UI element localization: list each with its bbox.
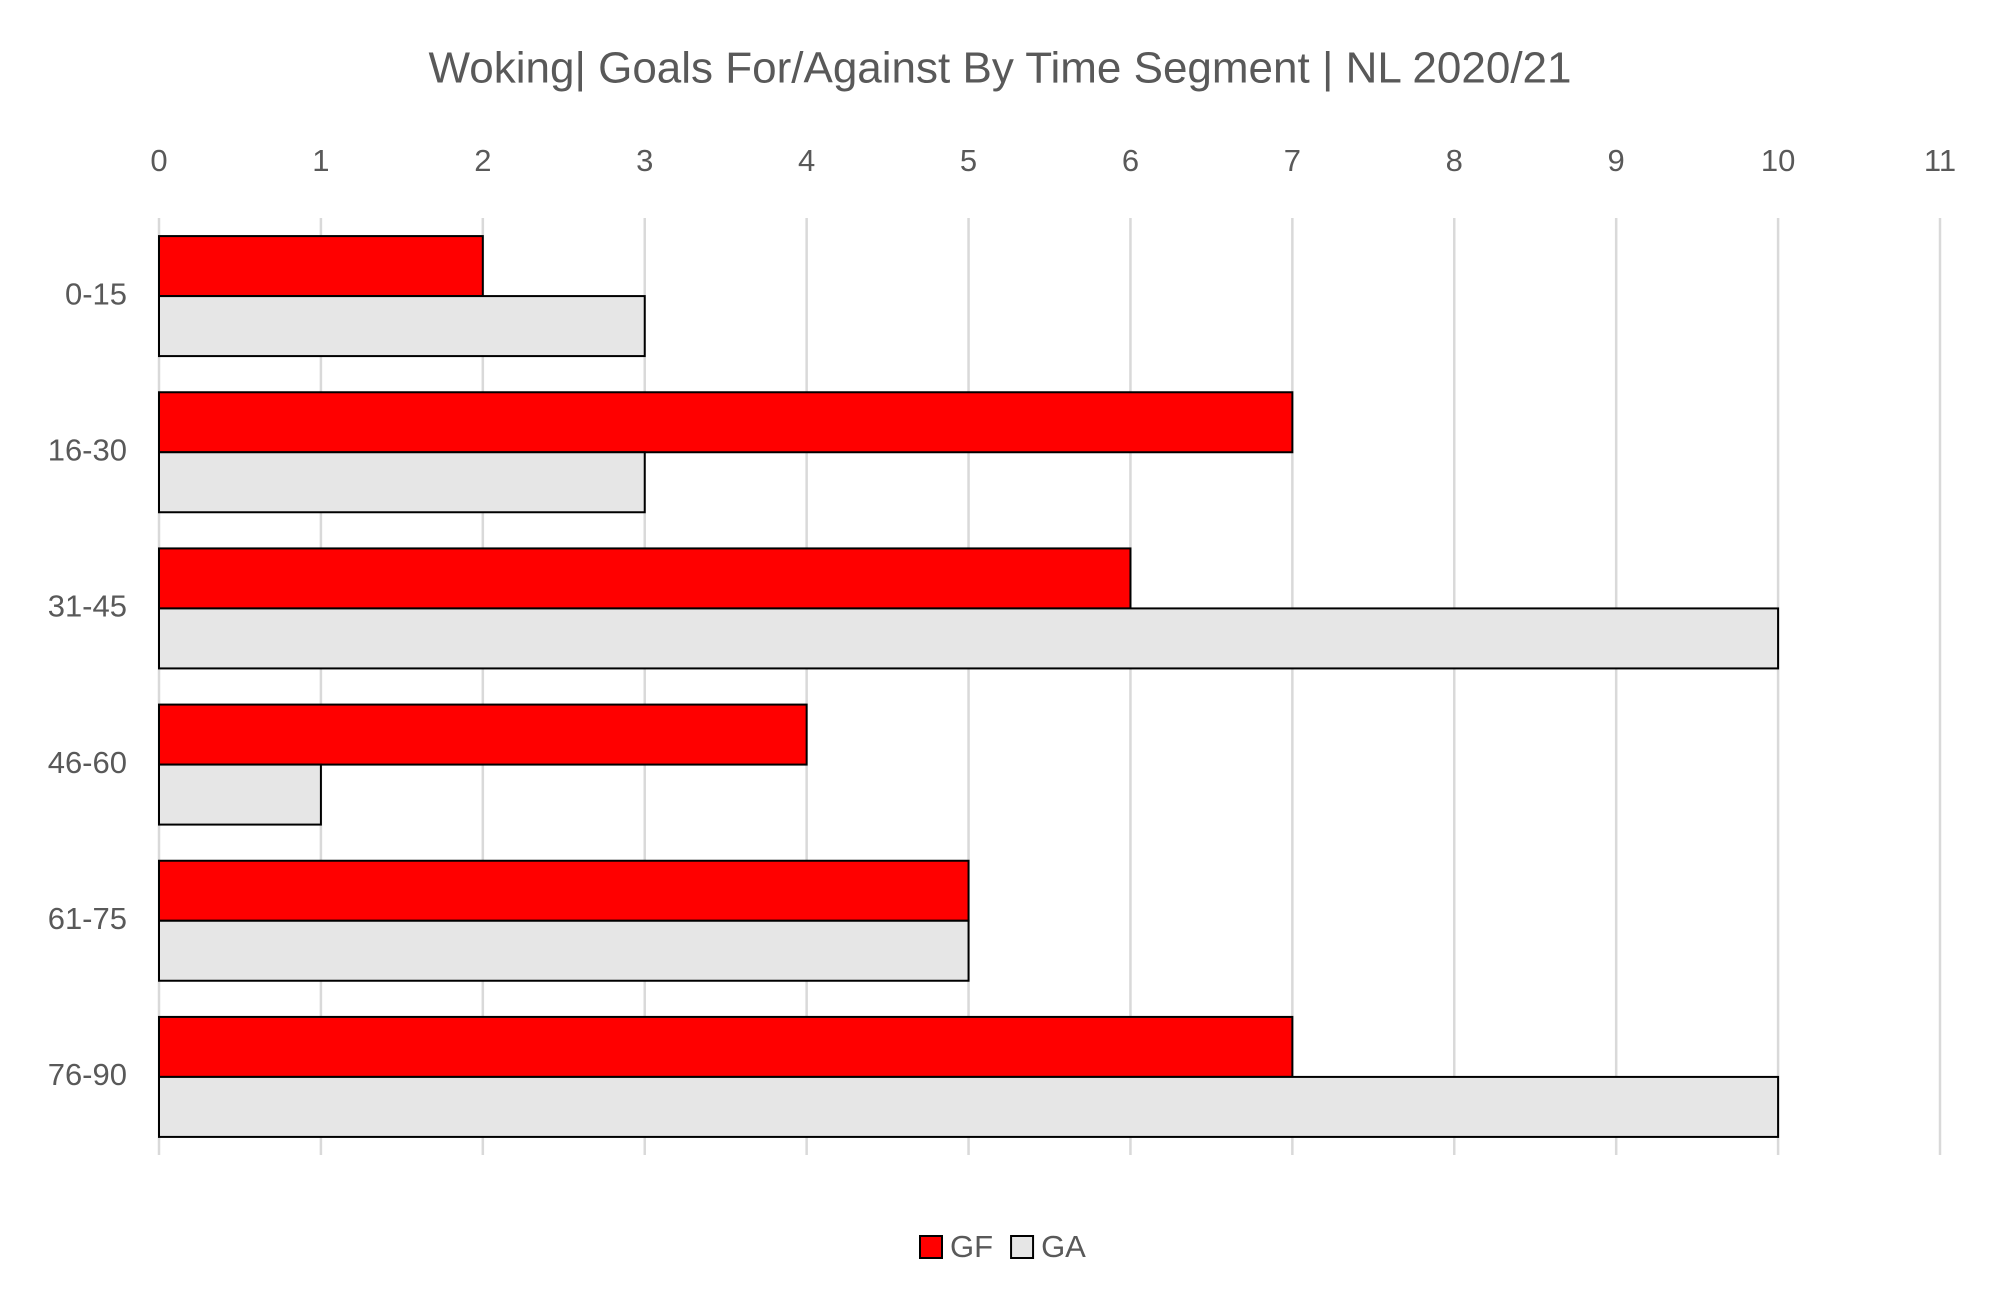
legend-label: GA (1041, 1229, 1086, 1264)
y-tick-label: 46-60 (48, 745, 127, 780)
x-tick-label: 3 (636, 143, 653, 178)
x-tick-label: 11 (1924, 143, 1956, 178)
bar (158, 1015, 1294, 1078)
y-tick-label: 31-45 (48, 589, 127, 624)
x-tick-label: 0 (150, 143, 167, 178)
bar (158, 607, 1780, 670)
y-tick-label: 61-75 (48, 901, 127, 936)
y-tick-label: 0-15 (65, 276, 127, 311)
bar (158, 295, 646, 358)
bar (158, 451, 646, 514)
x-tick-label: 9 (1608, 143, 1625, 178)
x-tick-label: 7 (1284, 143, 1301, 178)
y-tick-label: 16-30 (48, 432, 127, 467)
bar (158, 547, 1132, 610)
bar (158, 919, 970, 982)
chart-title: Woking| Goals For/Against By Time Segmen… (429, 44, 1572, 93)
bar (158, 859, 970, 922)
bar (158, 763, 322, 826)
legend-label: GF (950, 1229, 993, 1264)
legend-swatch (919, 1235, 943, 1259)
bar (158, 235, 484, 298)
bar (158, 1075, 1780, 1138)
x-tick-label: 4 (798, 143, 815, 178)
bar (158, 391, 1294, 454)
x-tick-label: 5 (960, 143, 977, 178)
x-tick-label: 10 (1761, 143, 1795, 178)
bar (158, 703, 808, 766)
y-tick-label: 76-90 (48, 1057, 127, 1092)
x-tick-label: 8 (1446, 143, 1463, 178)
legend-swatch (1010, 1235, 1035, 1259)
x-tick-label: 2 (474, 143, 491, 178)
x-tick-label: 1 (312, 143, 329, 178)
x-tick-label: 6 (1122, 143, 1139, 178)
